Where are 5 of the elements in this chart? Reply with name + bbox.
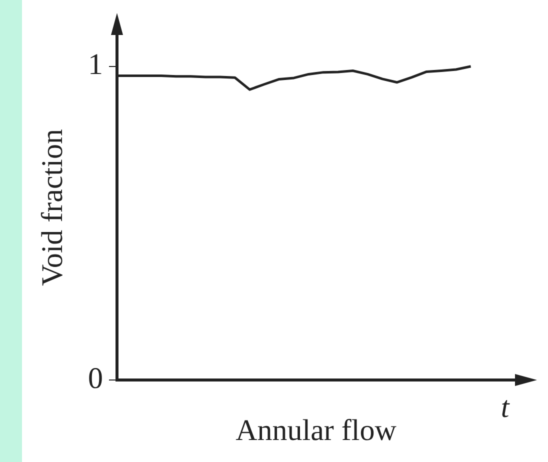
y-tick-label: 1 (88, 48, 103, 82)
y-tick-label: 0 (88, 362, 103, 395)
y-axis-title: Void fraction (36, 129, 69, 286)
x-axis-title: Annular flow (236, 414, 397, 447)
text: t (500, 390, 510, 424)
